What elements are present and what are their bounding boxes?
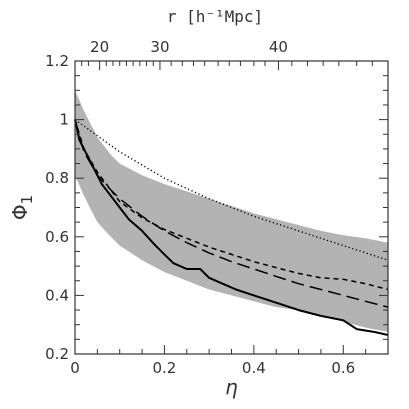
y-tick-label: 0.2 (45, 345, 69, 363)
series-line-solid (74, 119, 389, 336)
top-axis-title: r [h⁻¹Mpc] (167, 7, 263, 26)
y-axis-title-subscript: 1 (18, 195, 36, 205)
tick-layer (74, 60, 389, 355)
y-axis-title-symbol: Φ (8, 204, 32, 220)
series-layer (74, 119, 389, 336)
top-tick-label: 20 (90, 38, 109, 56)
tick-label-layer: 0 0.2 0.4 0.60.20.40.60.811.220 30 40 (45, 38, 355, 377)
shaded-band-layer (75, 90, 388, 332)
y-axis-title: Φ1 (8, 195, 36, 220)
top-tick-label: 30 (150, 38, 169, 56)
x-tick-label: 0.4 (242, 359, 266, 377)
y-tick-label: 1 (59, 111, 69, 129)
x-tick-label: 0.2 (152, 359, 176, 377)
y-tick-label: 1.2 (45, 52, 69, 70)
series-line-short-dash (74, 119, 389, 291)
top-tick-label: 40 (269, 38, 288, 56)
y-tick-label: 0.4 (45, 286, 69, 304)
x-axis-title: η (225, 375, 238, 399)
y-tick-label: 0.8 (45, 169, 69, 187)
x-tick-label: 0 (70, 359, 80, 377)
series-line-long-dash (74, 119, 389, 308)
y-tick-label: 0.6 (45, 228, 69, 246)
scatter-band (75, 90, 388, 332)
x-tick-label: 0.6 (331, 359, 355, 377)
